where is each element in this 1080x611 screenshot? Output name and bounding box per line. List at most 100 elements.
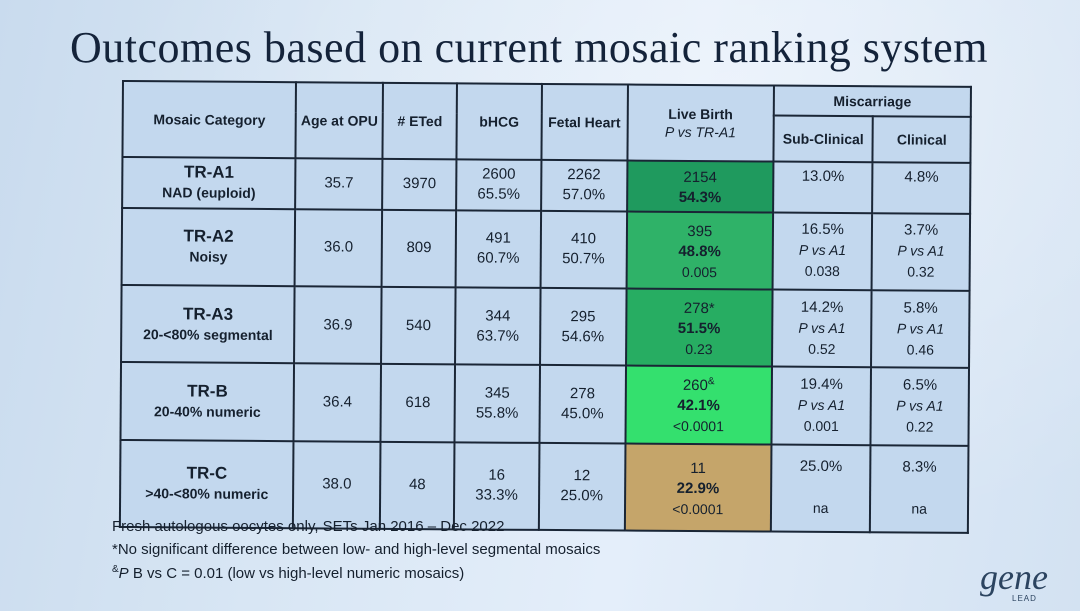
age-value: 35.7 [324,174,354,193]
category-cell: TR-A2 Noisy [121,207,296,287]
fetal-heart-percent: 54.6% [561,327,605,346]
clinical-percent: 8.3% [902,458,937,476]
clinical-cell: 3.7% P vs A1 0.32 [871,213,971,291]
fetal-heart-cell: 278 45.0% [539,365,626,444]
header-age: Age at OPU [295,82,383,159]
category-desc: NAD (euploid) [162,184,256,202]
clinical-cell: 4.8% [872,162,971,214]
subclinical-label: P vs A1 [797,396,846,413]
category-desc: >40-<80% numeric [145,485,269,503]
live-birth-cell: 395 48.8% 0.005 [626,211,774,290]
header-live-birth-sub: P vs TR-A1 [664,123,737,141]
clinical-cell: 8.3% na [870,444,969,533]
age-value: 36.4 [322,393,353,411]
age-value: 36.9 [323,316,353,334]
live-birth-count: 11 [690,459,706,477]
age-value: 38.0 [322,475,352,493]
live-birth-cell: 260& 42.1% <0.0001 [625,365,772,445]
subclinical-percent: 19.4% [800,375,843,393]
age-cell: 38.0 [293,440,381,529]
category-code: TR-A2 [183,226,234,247]
header-bhcg: bHCG [456,83,542,160]
bhcg-count: 2600 [482,165,516,184]
fetal-heart-cell: 12 25.0% [538,442,626,531]
clinical-pvalue: na [911,500,928,517]
category-code: TR-A3 [182,304,234,324]
bhcg-percent: 65.5% [477,185,521,204]
category-code: TR-C [186,463,228,484]
subclinical-cell: 13.0% [773,161,873,214]
fetal-heart-count: 410 [570,230,597,248]
category-code: TR-B [187,381,228,401]
fetal-heart-percent: 50.7% [562,250,605,268]
bhcg-percent: 55.8% [475,404,519,422]
live-birth-pvalue: 0.23 [685,341,713,358]
subclinical-percent: 14.2% [800,298,844,316]
clinical-pvalue: 0.46 [906,341,935,358]
bhcg-cell: 16 33.3% [454,441,540,530]
subclinical-percent: 16.5% [801,221,844,239]
subclinical-label: P vs A1 [798,242,847,259]
category-desc: Noisy [189,248,228,266]
clinical-label: P vs A1 [897,242,945,260]
live-birth-count: 2154 [683,169,717,187]
bhcg-cell: 344 63.7% [455,287,541,366]
live-birth-percent: 48.8% [678,242,721,261]
header-clinical: Clinical [872,116,971,163]
live-birth-cell: 2154 54.3% [626,160,774,213]
outcomes-table: Mosaic Category Age at OPU # ETed bHCG F… [118,80,972,534]
live-birth-count: 278* [683,300,715,318]
category-desc: 20-40% numeric [153,403,261,420]
fetal-heart-count: 278 [569,385,596,403]
age-cell: 36.4 [293,363,382,442]
subclinical-percent: 25.0% [799,458,843,476]
eted-value: 540 [405,316,432,334]
footnote-3-p: P [118,565,129,582]
fetal-heart-cell: 410 50.7% [540,210,627,289]
fetal-heart-percent: 57.0% [562,186,606,204]
footnote-3-text: B vs C = 0.01 (low vs high-level numeric… [128,565,465,582]
age-cell: 35.7 [295,158,383,210]
category-cell: TR-A1 NAD (euploid) [122,157,296,210]
subclinical-cell: 14.2% P vs A1 0.52 [771,289,872,368]
age-value: 36.0 [323,238,354,257]
fetal-heart-count: 12 [573,467,591,485]
header-miscarriage: Miscarriage [773,85,971,117]
fetal-heart-cell: 2262 57.0% [540,159,628,212]
eted-value: 3970 [402,175,437,193]
live-birth-pvalue: 0.005 [681,263,718,281]
bhcg-count: 491 [485,229,511,248]
eted-value: 809 [406,239,432,257]
eted-cell: 618 [380,364,456,442]
footnote-3-sup: & [112,564,119,575]
category-code: TR-A1 [183,162,235,183]
live-birth-cell: 278* 51.5% 0.23 [625,288,773,367]
category-cell: TR-C >40-<80% numeric [119,439,294,529]
table-row: TR-B 20-40% numeric 36.4 618 345 55.8% 278 45.0… [120,362,970,446]
live-birth-count: 260 [682,377,708,395]
bhcg-cell: 491 60.7% [455,210,541,288]
clinical-percent: 6.5% [902,376,938,394]
bhcg-percent: 60.7% [476,249,520,268]
live-birth-percent: 51.5% [677,320,721,338]
table-row: TR-A2 Noisy 36.0 809 491 60.7% 410 50.7% 395 48.8… [121,207,971,291]
footnote-3: &P B vs C = 0.01 (low vs high-level nume… [112,564,464,582]
subclinical-pvalue: 0.52 [808,340,836,357]
eted-value: 48 [408,476,426,494]
clinical-percent: 4.8% [904,168,939,186]
footnote-2: *No significant difference between low- … [112,541,601,558]
clinical-percent: 3.7% [903,221,939,240]
bhcg-count: 16 [488,466,506,484]
subclinical-pvalue: 0.001 [803,417,839,434]
subclinical-cell: 25.0% na [770,444,871,533]
clinical-label: P vs A1 [896,397,944,414]
subclinical-pvalue: 0.038 [804,263,840,280]
subclinical-cell: 16.5% P vs A1 0.038 [772,212,873,291]
category-cell: TR-A3 20-<80% segmental [121,285,295,364]
subclinical-cell: 19.4% P vs A1 0.001 [771,366,872,445]
live-birth-sup: & [707,376,715,388]
bhcg-cell: 2600 65.5% [456,159,542,211]
brand-logo-sub: LEAD [1012,594,1037,603]
slide-title: Outcomes based on current mosaic ranking… [70,23,988,72]
age-cell: 36.0 [294,209,383,287]
